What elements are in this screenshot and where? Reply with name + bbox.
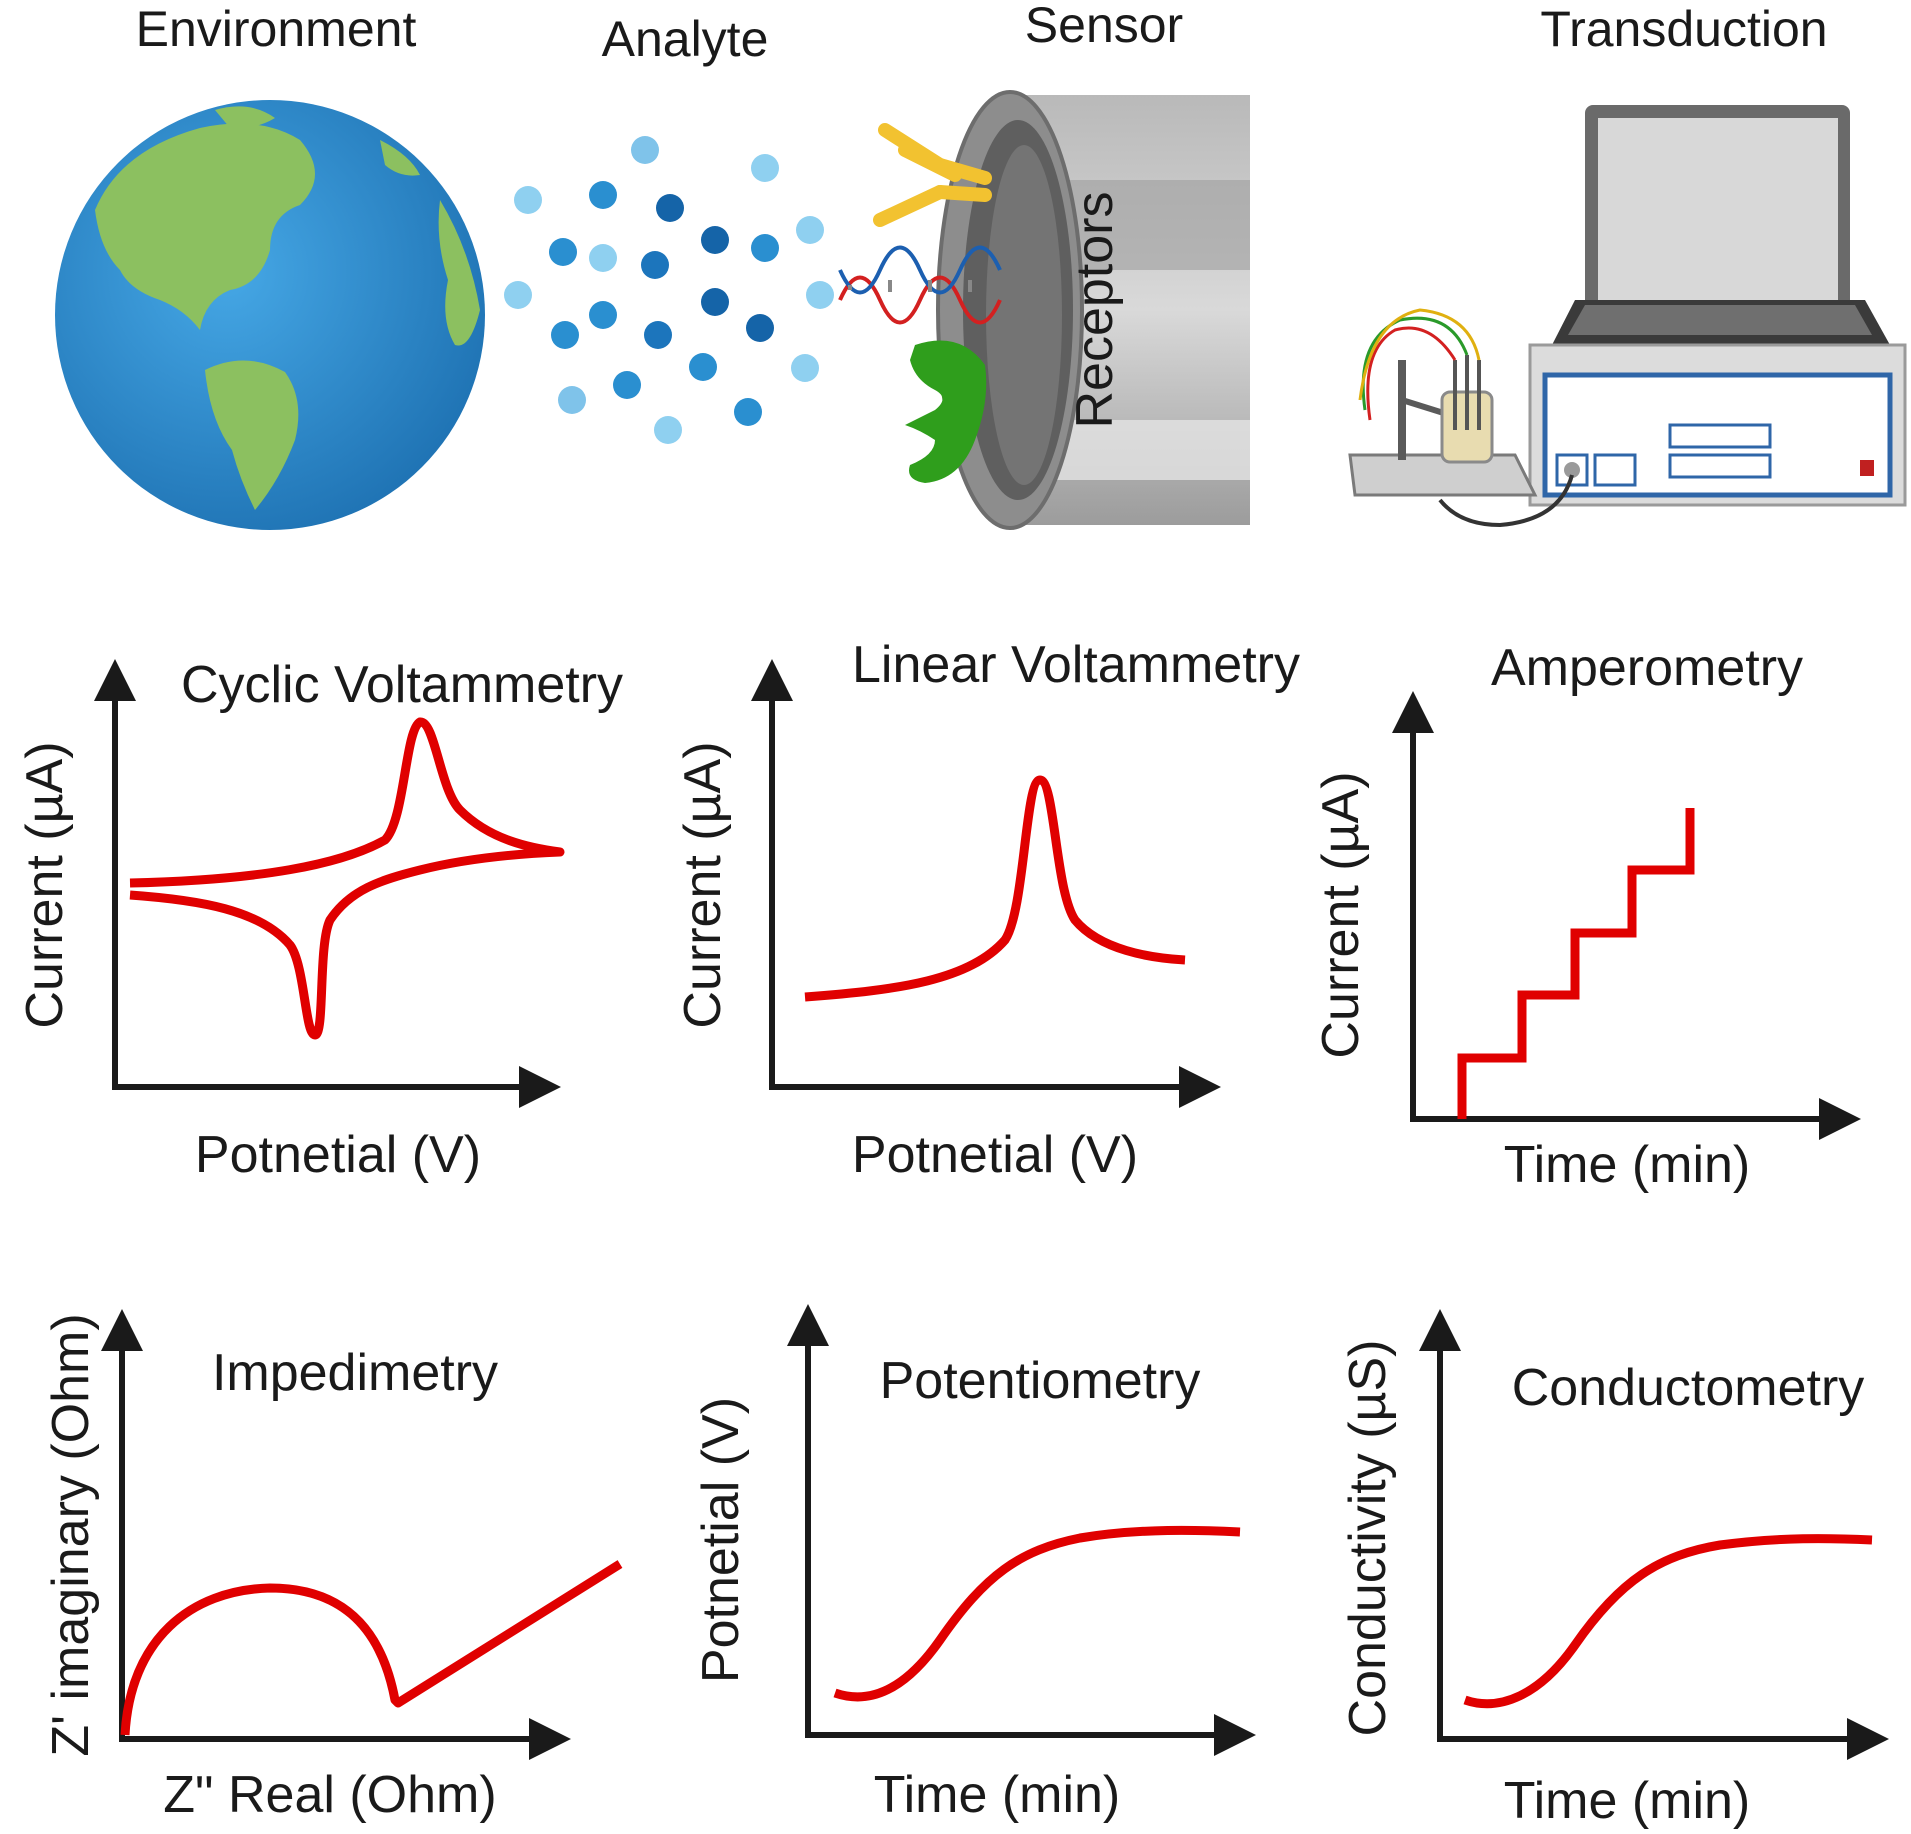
pot-chart: Potentiometry Time (min) Potnetial (V): [692, 1304, 1256, 1824]
transduction-label: Transduction: [1540, 1, 1827, 57]
cond-curve: [1463, 1534, 1873, 1709]
eis-xlabel: Z" Real (Ohm): [163, 1766, 496, 1824]
amp-curve: [1457, 808, 1695, 1119]
pot-curve: [833, 1525, 1241, 1702]
eis-ylabel: Z' imaginary (Ohm): [42, 1313, 100, 1756]
lsv-chart: Linear Voltammetry Potnetial (V) Current…: [674, 636, 1300, 1184]
cv-xlabel: Potnetial (V): [195, 1126, 481, 1184]
sensor-label: Sensor: [1025, 0, 1183, 53]
cond-xlabel: Time (min): [1504, 1772, 1751, 1830]
eis-curve: [120, 1560, 623, 1736]
cv-ylabel: Current (µA): [16, 741, 74, 1028]
receptors-label: Receptors: [1066, 192, 1124, 429]
pot-ylabel: Potnetial (V): [692, 1397, 750, 1683]
potentiostat-icon: [1528, 343, 1907, 507]
eis-chart: Impedimetry Z" Real (Ohm) Z' imaginary (…: [42, 1309, 623, 1824]
earth-globe-icon: [55, 100, 485, 530]
laptop-icon: [1552, 105, 1890, 345]
cv-curve: [129, 717, 565, 1040]
analyte-label: Analyte: [602, 11, 769, 67]
cond-chart: Conductometry Time (min) Conductivity (µ…: [1339, 1309, 1889, 1830]
enzyme-receptor-icon: [905, 340, 987, 483]
cond-ylabel: Conductivity (µS): [1339, 1340, 1397, 1737]
dna-receptor-icon: [838, 245, 1002, 325]
cond-title: Conductometry: [1512, 1359, 1865, 1417]
amp-xlabel: Time (min): [1504, 1136, 1751, 1194]
antibody-receptor-icon: [873, 123, 992, 227]
lsv-title: Linear Voltammetry: [852, 636, 1300, 694]
pot-title: Potentiometry: [880, 1352, 1201, 1410]
lsv-curve: [804, 775, 1186, 1002]
environment-label: Environment: [136, 1, 417, 57]
pot-xlabel: Time (min): [874, 1766, 1121, 1824]
amp-ylabel: Current (µA): [1312, 771, 1370, 1058]
cv-chart: Cyclic Voltammetry Potnetial (V) Current…: [16, 656, 623, 1184]
electrochemical-cell-icon: [1348, 308, 1574, 528]
amp-title: Amperometry: [1491, 639, 1803, 697]
eis-title: Impedimetry: [212, 1344, 498, 1402]
analyte-molecules-icon: [504, 136, 834, 444]
lsv-xlabel: Potnetial (V): [852, 1126, 1138, 1184]
amp-chart: Amperometry Time (min) Current (µA): [1312, 639, 1861, 1194]
lsv-ylabel: Current (µA): [674, 741, 732, 1028]
cv-title: Cyclic Voltammetry: [181, 656, 623, 714]
